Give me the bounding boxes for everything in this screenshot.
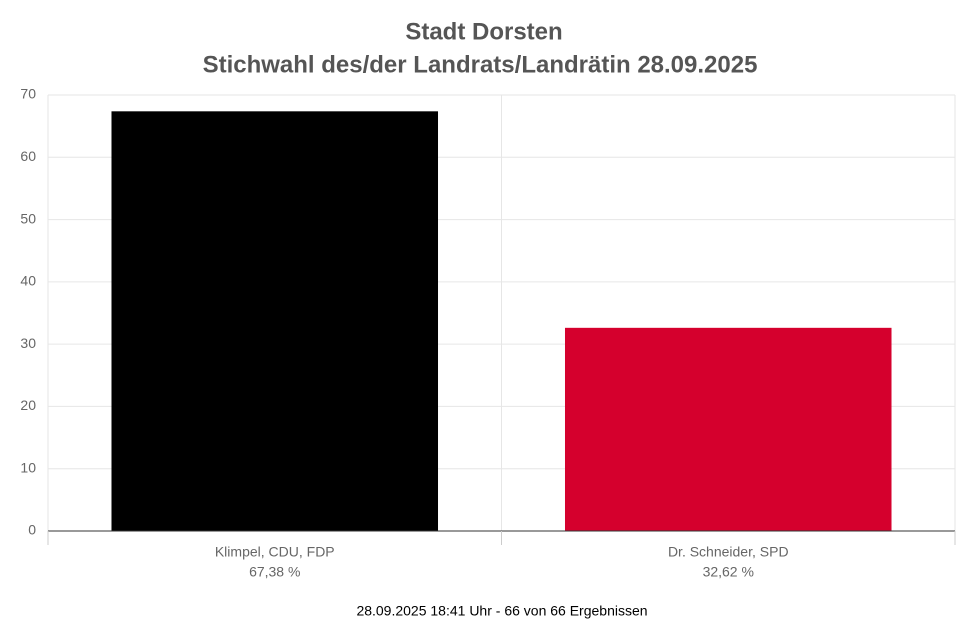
footnote: 28.09.2025 18:41 Uhr - 66 von 66 Ergebni… <box>356 603 647 619</box>
y-tick-label: 60 <box>20 148 36 164</box>
value-label: 67,38 % <box>249 564 300 580</box>
value-label: 32,62 % <box>703 564 754 580</box>
chart-subtitle: Stichwahl des/der Landrats/Landrätin 28.… <box>203 51 758 78</box>
chart-title: Stadt Dorsten <box>405 18 562 45</box>
y-tick-label: 40 <box>20 273 36 289</box>
x-tick-label: Dr. Schneider, SPD <box>668 544 789 560</box>
y-tick-label: 20 <box>20 397 36 413</box>
y-tick-label: 30 <box>20 335 36 351</box>
y-tick-label: 0 <box>28 522 36 538</box>
y-tick-label: 10 <box>20 459 36 475</box>
y-tick-label: 70 <box>20 86 36 102</box>
bar <box>111 111 439 532</box>
x-tick-label: Klimpel, CDU, FDP <box>215 544 335 560</box>
y-tick-label: 50 <box>20 210 36 226</box>
bar <box>564 327 892 531</box>
